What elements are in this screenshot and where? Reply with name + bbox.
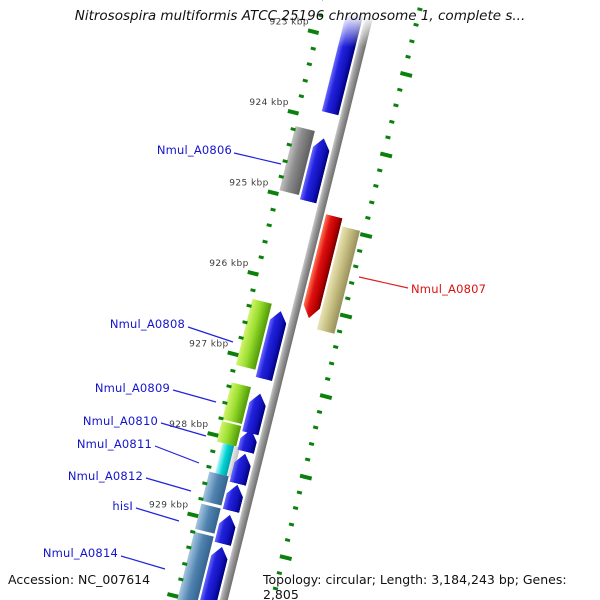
gene-label-Nmul_A0810[interactable]: Nmul_A0810 [82, 414, 158, 428]
leader-line-Nmul_A0807 [358, 276, 409, 289]
gene-label-Nmul_A0806[interactable]: Nmul_A0806 [156, 143, 232, 157]
gene-label-Nmul_A0809[interactable]: Nmul_A0809 [94, 381, 170, 395]
sequence-title: Nitrosospira multiformis ATCC 25196 chro… [74, 8, 526, 24]
gene-label-Nmul_A0808[interactable]: Nmul_A0808 [109, 317, 185, 331]
gene-label-Nmul_A0812[interactable]: Nmul_A0812 [67, 469, 143, 483]
leader-line-Nmul_A0810 [160, 422, 207, 437]
leader-line-Nmul_A0809 [172, 389, 217, 403]
leader-line-hisI [135, 507, 180, 522]
gene-label-Nmul_A0814[interactable]: Nmul_A0814 [42, 546, 118, 560]
status-accession: Accession: NC_007614 [8, 572, 151, 587]
gene-label-Nmul_A0811[interactable]: Nmul_A0811 [76, 437, 152, 451]
gene-label-hisI[interactable]: hisI [112, 499, 133, 513]
track-top-fade [323, 0, 397, 47]
status-topology: Topology: circular; Length: 3,184,243 bp… [263, 572, 567, 600]
leader-line-Nmul_A0811 [154, 445, 200, 464]
leader-line-Nmul_A0808 [187, 326, 234, 343]
leader-line-Nmul_A0806 [233, 152, 282, 165]
gene-label-Nmul_A0807[interactable]: Nmul_A0807 [411, 282, 487, 296]
leader-line-Nmul_A0812 [145, 477, 192, 492]
leader-line-Nmul_A0814 [120, 555, 166, 570]
